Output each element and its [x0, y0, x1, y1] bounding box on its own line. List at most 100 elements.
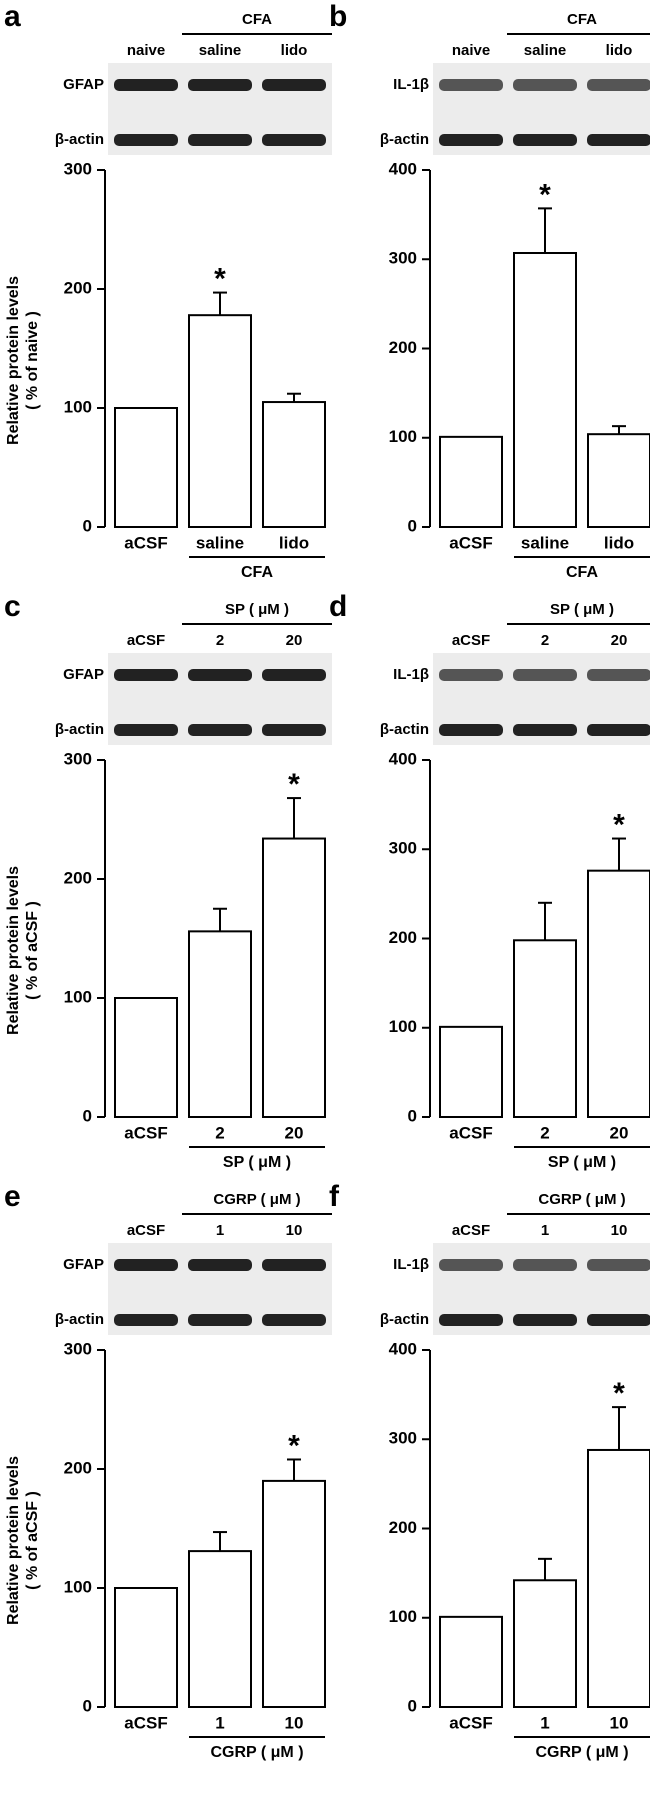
y-tick-label: 200	[64, 868, 92, 887]
x-tick-label: 2	[540, 1123, 549, 1142]
panel-letter: c	[4, 590, 21, 623]
significance-marker: *	[214, 262, 226, 295]
y-tick-label: 300	[64, 1339, 92, 1358]
blot-band	[262, 134, 326, 146]
x-tick-label: aCSF	[449, 1713, 492, 1732]
blot-band	[262, 79, 326, 91]
group-label: CGRP ( μM )	[535, 1744, 628, 1761]
blot-band	[262, 669, 326, 681]
blot-band	[114, 1259, 178, 1271]
x-tick-label: aCSF	[449, 533, 492, 552]
y-tick-label: 200	[389, 928, 417, 947]
panel: c SP ( μM ) aCSF 2 20 GFAP β-actin 0 100 200 300 Re…	[4, 590, 332, 1171]
blot-row-label: GFAP	[63, 666, 104, 683]
panel-letter: f	[329, 1180, 340, 1213]
panel: b CFA naive saline lido IL-1β β-actin 0 100 200 30…	[329, 0, 650, 581]
blot-row-label: IL-1β	[393, 666, 429, 683]
blot-group-label: SP ( μM )	[225, 601, 289, 618]
x-tick-label: saline	[521, 533, 569, 552]
significance-marker: *	[613, 1377, 625, 1410]
bar	[114, 407, 178, 528]
y-tick-label: 0	[408, 1696, 417, 1715]
significance-marker: *	[288, 768, 300, 801]
y-tick-label: 300	[64, 749, 92, 768]
blot-band	[114, 724, 178, 736]
blot-group-label: SP ( μM )	[550, 601, 614, 618]
bar	[188, 1550, 252, 1708]
blot-column-label: 2	[216, 632, 224, 649]
panel-letter: b	[329, 0, 347, 33]
blot-column-label: 2	[541, 632, 549, 649]
blot-column-label: saline	[199, 42, 242, 59]
blot-band	[513, 134, 577, 146]
blot-band	[439, 1314, 503, 1326]
blot-row-label: IL-1β	[393, 76, 429, 93]
blot-band	[188, 1259, 252, 1271]
panel: d SP ( μM ) aCSF 2 20 IL-1β β-actin 0 100 200 300 4…	[329, 590, 650, 1171]
y-tick-label: 100	[389, 427, 417, 446]
y-axis-label: ( % of naive )	[24, 311, 41, 410]
blot-row-label: β-actin	[55, 721, 104, 738]
group-label: CGRP ( μM )	[210, 1744, 303, 1761]
blot-row-label: GFAP	[63, 1256, 104, 1273]
bar	[262, 1479, 326, 1708]
blot-group-label: CGRP ( μM )	[538, 1191, 625, 1208]
bar	[513, 939, 577, 1118]
panel-letter: e	[4, 1180, 21, 1213]
bar	[587, 433, 650, 528]
bar	[114, 1587, 178, 1708]
y-tick-label: 400	[389, 749, 417, 768]
x-tick-label: 20	[285, 1123, 304, 1142]
panel-letter: d	[329, 590, 347, 623]
blot-column-label: saline	[524, 42, 567, 59]
x-tick-label: aCSF	[124, 1713, 167, 1732]
blot-band	[188, 724, 252, 736]
y-tick-label: 300	[389, 839, 417, 858]
blot-column-label: 1	[216, 1222, 224, 1239]
blot-row-label: GFAP	[63, 76, 104, 93]
x-tick-label: aCSF	[449, 1123, 492, 1142]
blot-band	[513, 1314, 577, 1326]
x-tick-label: 2	[215, 1123, 224, 1142]
y-tick-label: 100	[64, 1577, 92, 1596]
x-tick-label: aCSF	[124, 533, 167, 552]
blot-group-label: CGRP ( μM )	[213, 1191, 300, 1208]
y-tick-label: 400	[389, 159, 417, 178]
x-tick-label: 1	[540, 1713, 549, 1732]
blot-group-label: CFA	[567, 11, 597, 28]
bar	[439, 1615, 503, 1709]
y-tick-label: 200	[389, 338, 417, 357]
blot-band	[513, 724, 577, 736]
panel-letter: a	[4, 0, 21, 33]
panel: a CFA naive saline lido GFAP β-actin 0 100 200 300…	[4, 0, 332, 581]
blot-band	[587, 1314, 650, 1326]
y-tick-label: 300	[389, 249, 417, 268]
y-tick-label: 100	[389, 1017, 417, 1036]
blot-column-label: naive	[452, 42, 490, 59]
y-axis-label: ( % of aCSF )	[24, 901, 41, 1000]
blot-band	[513, 79, 577, 91]
blot-column-label: 20	[286, 632, 303, 649]
y-tick-label: 0	[83, 1696, 92, 1715]
blot-column-label: aCSF	[452, 632, 490, 649]
blot-band	[513, 669, 577, 681]
blot-band	[439, 79, 503, 91]
blot-band	[262, 724, 326, 736]
x-tick-label: lido	[279, 533, 309, 552]
bar	[262, 837, 326, 1118]
x-tick-label: 20	[610, 1123, 629, 1142]
y-tick-label: 0	[83, 516, 92, 535]
x-tick-label: aCSF	[124, 1123, 167, 1142]
blot-band	[114, 134, 178, 146]
blot-row-label: β-actin	[55, 1311, 104, 1328]
y-tick-label: 300	[389, 1429, 417, 1448]
blot-band	[114, 79, 178, 91]
y-tick-label: 200	[64, 278, 92, 297]
blot-band	[439, 724, 503, 736]
blot-row-label: IL-1β	[393, 1256, 429, 1273]
significance-marker: *	[288, 1429, 300, 1462]
y-tick-label: 100	[389, 1607, 417, 1626]
blot-column-label: aCSF	[127, 1222, 165, 1239]
y-axis-label: Relative protein levels	[5, 276, 22, 445]
